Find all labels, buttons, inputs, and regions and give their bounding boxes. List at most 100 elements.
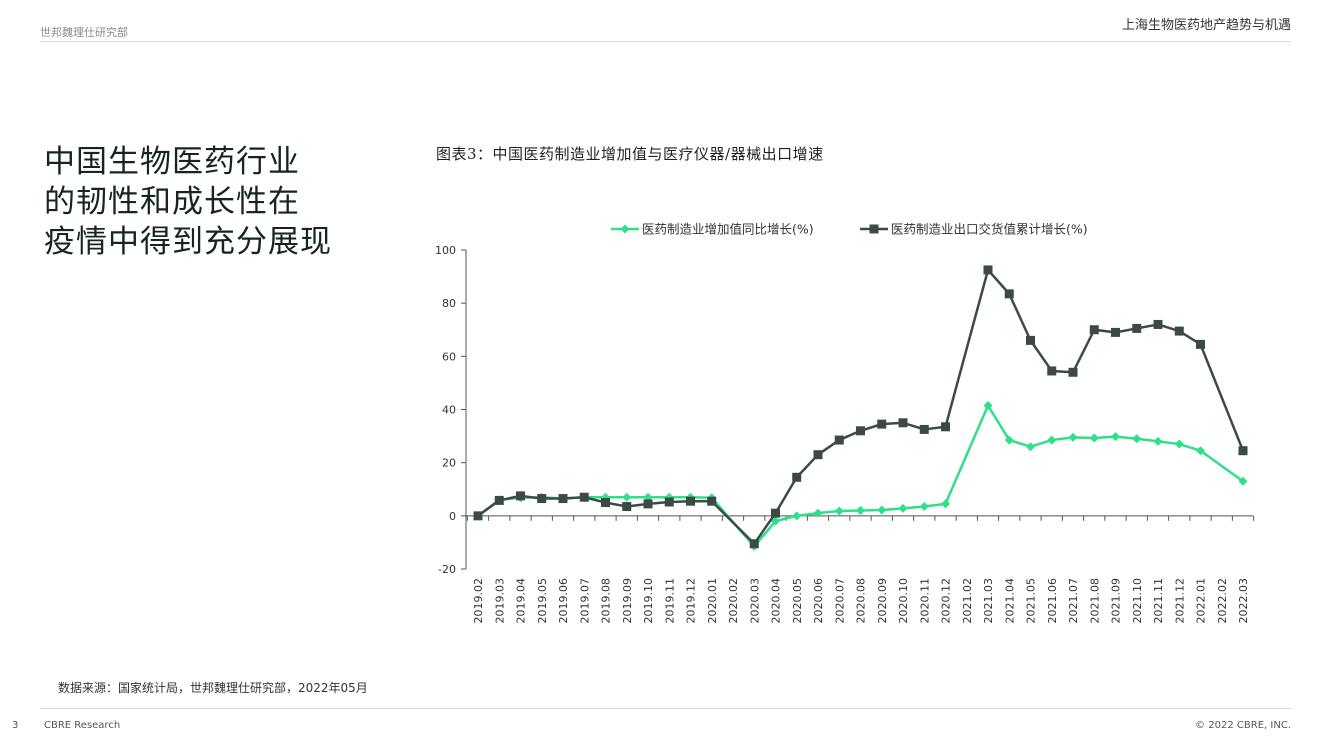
page-title-line: 的韧性和成长性在 [44, 184, 300, 220]
data-point [1132, 434, 1142, 444]
data-point [1026, 335, 1035, 345]
x-tick-label: 2020.05 [791, 578, 804, 624]
data-point [983, 265, 993, 275]
x-tick-label: 2021.04 [1003, 578, 1016, 624]
data-point [898, 418, 908, 428]
header-divider [40, 41, 1291, 42]
data-point [919, 502, 929, 512]
chart-caption: 图表3：中国医药制造业增加值与医疗仪器/器械出口增速 [436, 145, 824, 163]
data-point [1174, 439, 1184, 449]
x-tick-label: 2020.09 [876, 578, 889, 624]
x-tick-label: 2022.03 [1237, 578, 1250, 624]
data-point [1089, 433, 1099, 443]
data-point [834, 435, 844, 445]
x-tick-label: 2019.11 [663, 578, 676, 624]
data-point [707, 496, 717, 506]
data-point [1089, 325, 1099, 335]
data-point [558, 494, 568, 504]
x-tick-label: 2019.03 [493, 578, 506, 624]
data-point [749, 539, 759, 549]
data-source-note: 数据来源：国家统计局，世邦魏理仕研究部，2022年05月 [58, 681, 368, 695]
legend-marker [869, 224, 879, 234]
data-point [1238, 476, 1248, 486]
data-point [1153, 436, 1163, 446]
data-point [686, 496, 695, 506]
data-point [1068, 432, 1078, 442]
x-tick-label: 2022.02 [1216, 578, 1229, 624]
data-point [834, 506, 844, 516]
x-tick-label: 2021.03 [982, 578, 995, 624]
footer-copyright: © 2022 CBRE, INC. [1195, 720, 1291, 731]
x-tick-label: 2021.02 [961, 578, 974, 624]
header-department: 世邦魏理仕研究部 [40, 26, 128, 39]
x-tick-label: 2020.11 [918, 578, 931, 624]
data-point [1004, 435, 1014, 445]
data-point [494, 495, 504, 505]
data-point [601, 498, 610, 508]
x-tick-label: 2021.07 [1067, 578, 1080, 624]
data-point [792, 511, 802, 521]
x-tick-label: 2019.10 [642, 578, 655, 624]
series-line-1 [477, 404, 1244, 548]
data-point [813, 450, 823, 460]
data-point [622, 492, 632, 502]
x-tick-label: 2020.02 [727, 578, 740, 624]
x-tick-label: 2019.12 [685, 578, 698, 624]
footer-divider [40, 708, 1291, 709]
page-number: 3 [12, 720, 19, 731]
x-tick-label: 2020.07 [833, 578, 846, 624]
data-point [622, 502, 632, 512]
x-tick-label: 2019.07 [578, 578, 591, 624]
data-point [941, 499, 950, 509]
x-tick-label: 2020.04 [770, 578, 783, 624]
data-point [856, 506, 865, 516]
x-tick-label: 2021.09 [1110, 578, 1123, 624]
data-point [1196, 446, 1205, 456]
x-tick-label: 2021.10 [1131, 578, 1144, 624]
header-report-title: 上海生物医药地产趋势与机遇 [1121, 18, 1291, 33]
data-point [1068, 367, 1078, 377]
data-point [1047, 435, 1057, 445]
data-point [664, 497, 674, 507]
data-point [877, 419, 887, 429]
data-point [1111, 327, 1120, 337]
x-tick-label: 2020.08 [855, 578, 868, 624]
legend-label: 医药制造业出口交货值累计增长(%) [891, 222, 1088, 237]
x-tick-label: 2021.06 [1046, 578, 1059, 624]
data-point [1047, 366, 1057, 376]
x-tick-label: 2022.01 [1195, 578, 1208, 624]
data-point [898, 503, 908, 513]
page-title-line: 中国生物医药行业 [44, 144, 300, 180]
x-tick-label: 2019.06 [557, 578, 570, 624]
y-tick-label: 0 [449, 510, 456, 523]
data-point [813, 508, 823, 518]
data-point [919, 424, 929, 434]
data-point [983, 401, 993, 411]
y-tick-label: 60 [442, 350, 456, 363]
data-point [1132, 323, 1142, 333]
x-tick-label: 2019.08 [600, 578, 613, 624]
data-point [1174, 326, 1184, 336]
y-tick-label: 40 [442, 404, 456, 417]
x-tick-label: 2019.02 [472, 578, 485, 624]
y-tick-label: 80 [442, 297, 456, 310]
x-tick-label: 2020.06 [812, 578, 825, 624]
footer-brand: CBRE Research [44, 720, 121, 731]
x-tick-label: 2021.08 [1088, 578, 1101, 624]
y-tick-label: 100 [435, 244, 456, 257]
data-point [579, 492, 589, 502]
data-point [1026, 442, 1035, 452]
data-point [1004, 289, 1014, 299]
x-tick-label: 2019.09 [621, 578, 634, 624]
y-tick-label: -20 [438, 563, 456, 576]
data-point [516, 491, 525, 501]
x-tick-label: 2019.05 [536, 578, 549, 624]
data-point [643, 499, 653, 509]
x-tick-label: 2020.03 [748, 578, 761, 624]
x-tick-label: 2020.10 [897, 578, 910, 624]
series-line-2 [477, 268, 1245, 545]
data-point [771, 516, 780, 526]
data-point [1111, 432, 1120, 442]
x-tick-label: 2019.04 [515, 578, 528, 624]
